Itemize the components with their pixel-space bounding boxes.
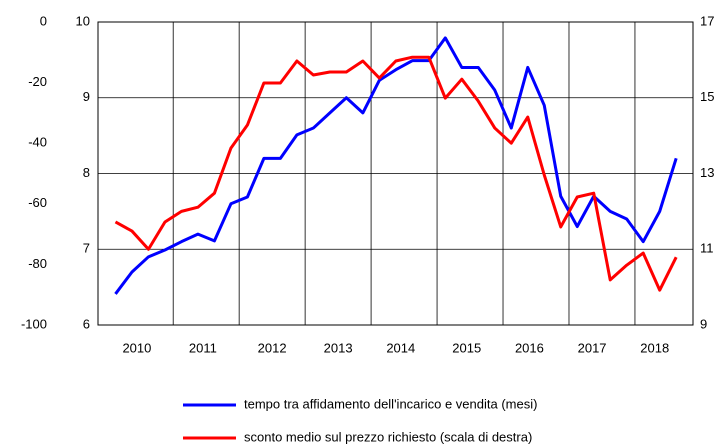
legend-label: sconto medio sul prezzo richiesto (scala…: [244, 429, 532, 444]
y2-tick-label: 13: [700, 165, 714, 180]
y3-tick-label: -100: [21, 316, 47, 331]
x-tick-label: 2013: [324, 340, 353, 355]
x-tick-label: 2017: [578, 340, 607, 355]
y-tick-label: 6: [83, 316, 90, 331]
y2-tick-label: 17: [700, 13, 714, 28]
y-tick-label: 10: [76, 13, 90, 28]
plot-frame: [97, 21, 694, 326]
y2-tick-label: 15: [700, 89, 714, 104]
y3-tick-label: -40: [28, 135, 47, 150]
x-tick-label: 2012: [258, 340, 287, 355]
series-line: [114, 55, 678, 292]
x-tick-label: 2014: [386, 340, 415, 355]
y3-tick-label: -20: [28, 74, 47, 89]
y2-tick-label: 11: [700, 241, 714, 256]
x-tick-label: 2016: [515, 340, 544, 355]
y-tick-label: 8: [83, 165, 90, 180]
x-tick-label: 2018: [640, 340, 669, 355]
x-tick-label: 2010: [122, 340, 151, 355]
y3-tick-label: -60: [28, 195, 47, 210]
series-line: [114, 36, 678, 295]
y-tick-label: 7: [83, 241, 90, 256]
y2-tick-label: 9: [700, 316, 707, 331]
y3-tick-label: -80: [28, 256, 47, 271]
y3-tick-label: 0: [40, 13, 47, 28]
x-tick-label: 2015: [452, 340, 481, 355]
y-tick-label: 9: [83, 89, 90, 104]
legend-label: tempo tra affidamento dell'incarico e ve…: [244, 396, 537, 411]
x-tick-label: 2011: [189, 340, 217, 355]
